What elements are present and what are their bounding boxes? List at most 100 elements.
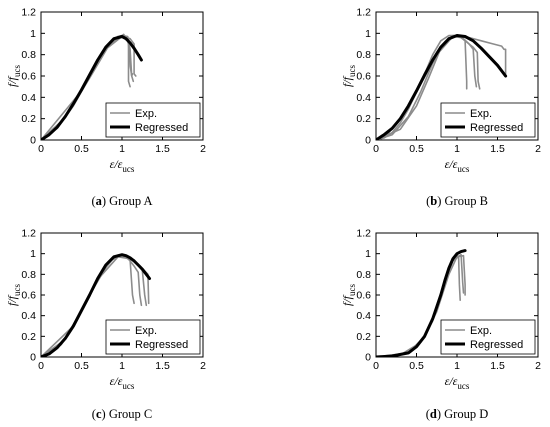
x-axis-label: ε/εucs xyxy=(110,374,135,391)
x-tick-label: 1.5 xyxy=(490,360,505,372)
y-axis-label-main: f/f xyxy=(5,75,19,87)
caption-label: (d) xyxy=(426,407,441,421)
y-tick-label: 0.4 xyxy=(356,310,371,322)
x-tick-label: 1 xyxy=(454,360,460,372)
exp-curve xyxy=(376,34,481,140)
y-axis-label-main: f/f xyxy=(340,75,354,87)
caption-label: (c) xyxy=(92,407,106,421)
legend-label: Regressed xyxy=(470,339,523,351)
panel-caption: (d) Group D xyxy=(426,407,489,421)
y-axis-label-sub: ucs xyxy=(347,283,357,295)
x-tick-label: 0.5 xyxy=(409,143,424,155)
y-tick-label: 1.2 xyxy=(356,228,371,240)
y-tick-label: 0.8 xyxy=(21,269,36,281)
y-tick-label: 1.2 xyxy=(21,228,36,240)
series-regressed xyxy=(41,35,143,140)
x-axis-label-sub: ucs xyxy=(457,381,469,391)
y-tick-label: 0 xyxy=(365,135,371,147)
y-tick-label: 0.6 xyxy=(21,71,36,83)
x-axis-label-main: ε/ε xyxy=(445,157,458,171)
y-tick-label: 0 xyxy=(365,352,371,364)
legend-label: Regressed xyxy=(135,122,188,134)
x-tick-label: 2 xyxy=(535,360,541,372)
y-tick-label: 0.2 xyxy=(21,331,36,343)
x-tick-label: 1.5 xyxy=(155,360,170,372)
legend-label: Exp. xyxy=(470,325,492,337)
x-tick-label: 0 xyxy=(38,360,44,372)
y-tick-label: 0.6 xyxy=(356,71,371,83)
x-tick-label: 0.5 xyxy=(74,143,89,155)
y-tick-label: 1 xyxy=(30,28,36,40)
legend: Exp. Regressed xyxy=(440,319,536,355)
x-axis-label: ε/εucs xyxy=(445,374,470,391)
panel-caption: (b) Group B xyxy=(426,194,488,208)
x-axis-label-main: ε/ε xyxy=(110,157,123,171)
legend-label: Exp. xyxy=(135,108,157,120)
x-axis-label: ε/εucs xyxy=(110,157,135,174)
panel-caption: (c) Group C xyxy=(92,407,152,421)
x-axis-label-sub: ucs xyxy=(122,164,134,174)
y-axis-label-sub: ucs xyxy=(12,64,22,76)
x-axis-label: ε/εucs xyxy=(445,157,470,174)
x-tick-label: 2 xyxy=(200,143,206,155)
legend-label: Regressed xyxy=(135,339,188,351)
legend-box xyxy=(440,319,536,355)
x-tick-label: 1 xyxy=(119,143,125,155)
legend-box xyxy=(440,102,536,138)
legend: Exp. Regressed xyxy=(105,102,201,138)
y-axis-label-main: f/f xyxy=(5,294,19,306)
legend-label: Exp. xyxy=(135,325,157,337)
legend-label: Exp. xyxy=(470,108,492,120)
series-regressed xyxy=(41,253,151,357)
x-tick-label: 0.5 xyxy=(409,360,424,372)
y-axis-label-sub: ucs xyxy=(347,64,357,76)
y-axis-label: f/fucs xyxy=(340,283,357,306)
y-tick-label: 1 xyxy=(30,248,36,260)
caption-label: (b) xyxy=(426,194,441,208)
y-tick-label: 1.2 xyxy=(21,7,36,19)
x-tick-label: 1 xyxy=(119,360,125,372)
x-tick-label: 1.5 xyxy=(155,143,170,155)
caption-letter: b xyxy=(430,194,437,208)
legend: Exp. Regressed xyxy=(440,102,536,138)
series-regressed xyxy=(376,34,508,140)
regressed-curve xyxy=(376,249,467,357)
legend-box xyxy=(105,319,201,355)
caption-letter: d xyxy=(430,407,437,421)
caption-text: Group D xyxy=(441,407,488,421)
y-tick-label: 0.8 xyxy=(356,49,371,61)
y-tick-label: 0 xyxy=(30,135,36,147)
y-tick-label: 0.4 xyxy=(356,92,371,104)
y-axis-label: f/fucs xyxy=(5,283,22,306)
caption-text: Group C xyxy=(106,407,153,421)
x-tick-label: 0.5 xyxy=(74,360,89,372)
panel-caption: (a) Group A xyxy=(91,194,152,208)
caption-letter: c xyxy=(96,407,102,421)
x-axis-label-main: ε/ε xyxy=(110,374,123,388)
y-tick-label: 1 xyxy=(365,28,371,40)
x-axis-label-sub: ucs xyxy=(122,381,134,391)
x-tick-label: 2 xyxy=(200,360,206,372)
y-tick-label: 0.6 xyxy=(356,290,371,302)
y-tick-label: 1 xyxy=(365,248,371,260)
y-tick-label: 0.2 xyxy=(356,113,371,125)
y-tick-label: 0.8 xyxy=(356,269,371,281)
caption-letter: a xyxy=(96,194,103,208)
y-tick-label: 0 xyxy=(30,352,36,364)
caption-label: (a) xyxy=(91,194,106,208)
x-tick-label: 0 xyxy=(373,360,379,372)
x-tick-label: 1.5 xyxy=(490,143,505,155)
x-axis-label-sub: ucs xyxy=(457,164,469,174)
y-axis-label: f/fucs xyxy=(5,64,22,87)
y-axis-label-main: f/f xyxy=(340,294,354,306)
caption-text: Group A xyxy=(106,194,153,208)
x-tick-label: 1 xyxy=(454,143,460,155)
regressed-curve xyxy=(376,34,508,140)
y-tick-label: 0.2 xyxy=(21,113,36,125)
legend-label: Regressed xyxy=(470,122,523,134)
x-tick-label: 2 xyxy=(535,143,541,155)
x-axis-label-main: ε/ε xyxy=(445,374,458,388)
y-tick-label: 0.8 xyxy=(21,49,36,61)
y-tick-label: 0.6 xyxy=(21,290,36,302)
